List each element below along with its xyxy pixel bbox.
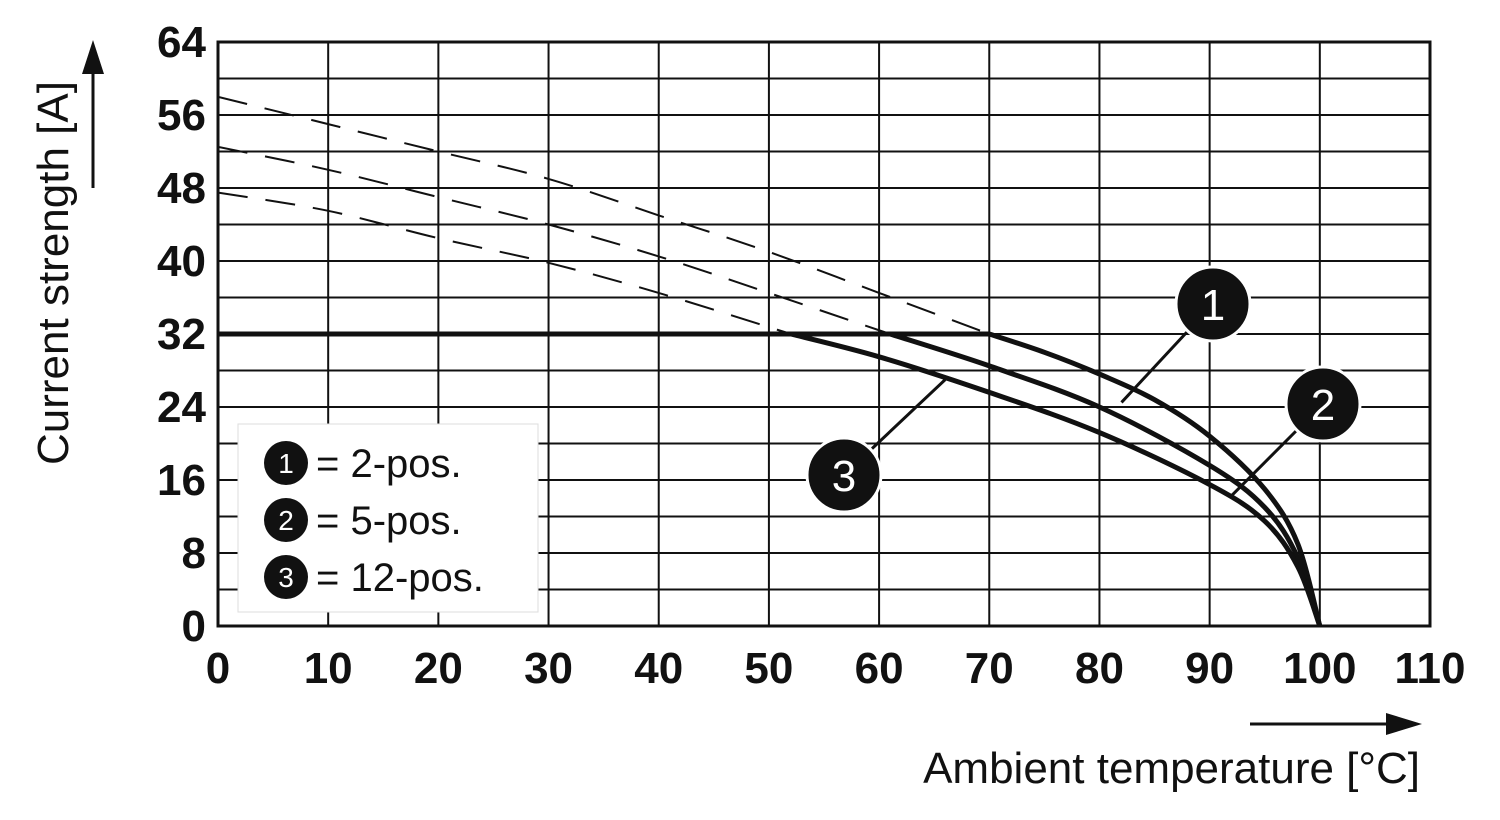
y-tick-label: 16 bbox=[157, 456, 206, 505]
x-tick-label: 100 bbox=[1283, 644, 1356, 693]
legend-label-1: = 2-pos. bbox=[316, 442, 462, 486]
legend-item-2: 2 = 5-pos. bbox=[264, 498, 462, 543]
legend-marker-label-1: 1 bbox=[278, 448, 294, 479]
x-tick-label: 80 bbox=[1075, 644, 1124, 693]
legend: 1 = 2-pos. 2 = 5-pos. 3 = 12-pos. bbox=[237, 423, 539, 613]
series-1-dashed-line bbox=[218, 95, 990, 335]
callout-badge-1 bbox=[1174, 265, 1252, 343]
x-axis-title: Ambient temperature [°C] bbox=[923, 713, 1422, 793]
series-3-line bbox=[788, 331, 1323, 626]
x-tick-label: 60 bbox=[855, 644, 904, 693]
y-tick-label: 32 bbox=[157, 310, 206, 359]
callout-1: 1 bbox=[1120, 265, 1252, 404]
callout-label-3: 3 bbox=[832, 452, 856, 501]
series-2-line bbox=[887, 331, 1323, 626]
callout-badge-3 bbox=[805, 436, 883, 514]
legend-marker-2 bbox=[264, 498, 308, 542]
x-tick-label: 90 bbox=[1185, 644, 1234, 693]
x-tick-label: 30 bbox=[524, 644, 573, 693]
x-tick-label: 10 bbox=[304, 644, 353, 693]
series-2-dashed-line bbox=[218, 145, 891, 335]
y-tick-labels: 0 8 16 24 32 40 48 56 64 bbox=[157, 18, 206, 651]
callout-badge-2 bbox=[1284, 365, 1362, 443]
x-axis-label: Ambient temperature [°C] bbox=[923, 744, 1420, 793]
series-1-line bbox=[986, 331, 1323, 626]
callout-2: 2 bbox=[1230, 365, 1362, 497]
x-tick-label: 50 bbox=[744, 644, 793, 693]
legend-marker-3 bbox=[264, 555, 308, 599]
y-tick-label: 64 bbox=[157, 18, 206, 67]
y-axis-label: Current strength [A] bbox=[29, 81, 78, 465]
x-tick-label: 110 bbox=[1395, 644, 1466, 693]
legend-marker-1 bbox=[264, 441, 308, 485]
x-tick-labels: 0 10 20 30 40 50 60 70 80 90 100 110 bbox=[206, 644, 1466, 693]
legend-item-1: 1 = 2-pos. bbox=[264, 441, 462, 486]
curves bbox=[218, 95, 1323, 626]
legend-marker-label-3: 3 bbox=[278, 562, 294, 593]
legend-label-3: = 12-pos. bbox=[316, 556, 484, 600]
legend-item-3: 3 = 12-pos. bbox=[264, 555, 484, 600]
legend-marker-label-2: 2 bbox=[278, 505, 294, 536]
legend-label-2: = 5-pos. bbox=[316, 499, 462, 543]
y-tick-label: 24 bbox=[157, 383, 206, 432]
callout-label-2: 2 bbox=[1311, 381, 1335, 430]
series-3-dashed-line bbox=[218, 191, 792, 335]
callout-label-1: 1 bbox=[1201, 281, 1225, 330]
x-tick-label: 20 bbox=[414, 644, 463, 693]
plot-frame bbox=[216, 40, 1432, 628]
y-tick-label: 0 bbox=[182, 602, 206, 651]
x-axis-arrowhead bbox=[1386, 713, 1422, 735]
y-tick-label: 8 bbox=[182, 529, 206, 578]
callout-3: 3 bbox=[805, 378, 947, 514]
y-tick-label: 40 bbox=[157, 237, 206, 286]
y-axis-arrowhead bbox=[82, 40, 104, 74]
x-tick-label: 70 bbox=[965, 644, 1014, 693]
x-tick-label: 0 bbox=[206, 644, 230, 693]
y-axis-title: Current strength [A] bbox=[29, 40, 104, 465]
y-tick-label: 48 bbox=[157, 164, 206, 213]
y-tick-label: 56 bbox=[157, 91, 206, 140]
x-tick-label: 40 bbox=[634, 644, 683, 693]
